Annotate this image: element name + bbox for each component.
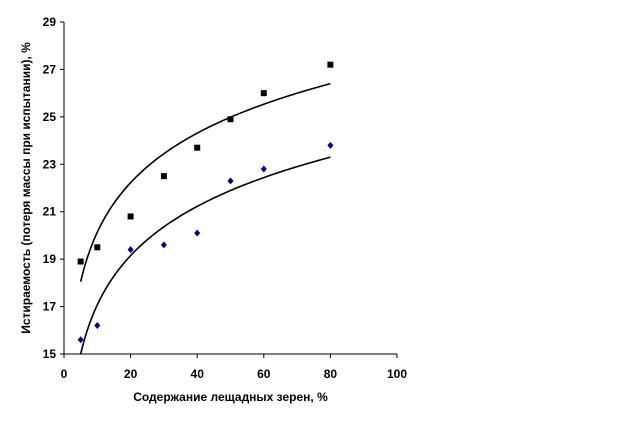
data-point-square [327,61,334,68]
data-point-square [160,173,167,180]
plot-area [77,61,334,355]
data-point-diamond [94,322,101,330]
data-point-square [194,144,201,151]
data-point-square [77,258,84,265]
data-point-diamond [227,177,234,185]
trendline-series-2 [79,156,331,355]
data-point-diamond [160,241,167,249]
y-tick-label: 17 [43,300,57,314]
x-tick-label: 100 [387,367,407,381]
data-point-diamond [194,229,201,237]
x-axis-title: Содержание лещадных зерен, % [133,390,328,404]
y-tick-label: 25 [43,110,57,124]
y-axis-title: Истираемость (потеря массы при испытании… [19,42,33,334]
data-point-square [260,90,267,97]
x-tick-label: 40 [191,367,205,381]
data-point-square [227,116,234,123]
y-axis-ticks: 15 17 19 21 23 25 27 29 [43,15,64,361]
data-point-diamond [77,336,84,344]
data-point-diamond [260,165,267,173]
y-tick-label: 15 [43,347,57,361]
x-tick-label: 0 [61,367,68,381]
y-tick-label: 19 [43,252,57,266]
trendline-series-1 [79,82,331,282]
data-point-diamond [127,246,134,254]
data-point-square [127,213,134,220]
y-tick-label: 23 [43,157,57,171]
data-point-diamond [327,141,334,149]
y-tick-label: 29 [43,15,57,29]
x-tick-label: 60 [257,367,271,381]
x-tick-label: 80 [324,367,338,381]
data-point-square [94,244,101,251]
y-tick-label: 21 [43,205,57,219]
x-tick-label: 20 [124,367,138,381]
x-axis-ticks: 0 20 40 60 80 100 [61,354,407,381]
y-tick-label: 27 [43,62,57,76]
